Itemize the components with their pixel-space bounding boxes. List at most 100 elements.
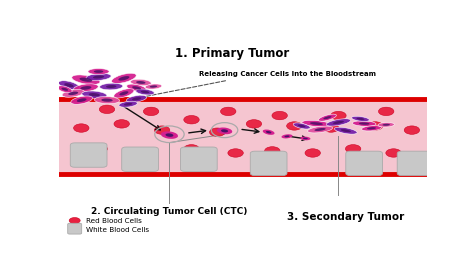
Ellipse shape <box>114 120 129 128</box>
Ellipse shape <box>89 93 100 96</box>
Ellipse shape <box>383 124 390 126</box>
Ellipse shape <box>165 133 173 137</box>
Ellipse shape <box>362 126 382 131</box>
Ellipse shape <box>310 122 323 125</box>
Ellipse shape <box>326 119 351 126</box>
Ellipse shape <box>266 131 272 133</box>
Ellipse shape <box>302 120 331 127</box>
Ellipse shape <box>184 145 199 153</box>
Ellipse shape <box>86 73 111 80</box>
Ellipse shape <box>305 149 320 157</box>
Ellipse shape <box>72 75 100 85</box>
Ellipse shape <box>143 107 159 116</box>
Ellipse shape <box>287 122 302 130</box>
Ellipse shape <box>88 69 109 75</box>
Ellipse shape <box>106 85 117 88</box>
Ellipse shape <box>136 81 146 84</box>
Ellipse shape <box>73 124 89 132</box>
FancyBboxPatch shape <box>70 143 107 167</box>
Text: White Blood Cells: White Blood Cells <box>86 227 149 233</box>
Ellipse shape <box>378 107 394 116</box>
Ellipse shape <box>293 123 310 129</box>
Ellipse shape <box>80 77 92 82</box>
Ellipse shape <box>127 84 146 92</box>
Ellipse shape <box>404 126 419 134</box>
Ellipse shape <box>228 149 243 157</box>
Ellipse shape <box>101 99 113 102</box>
Ellipse shape <box>94 70 103 73</box>
Text: 1. Primary Tumor: 1. Primary Tumor <box>175 47 289 60</box>
FancyBboxPatch shape <box>346 151 383 176</box>
Ellipse shape <box>93 75 104 79</box>
Ellipse shape <box>298 124 306 127</box>
FancyBboxPatch shape <box>122 147 158 171</box>
Text: Red Blood Cells: Red Blood Cells <box>86 218 142 224</box>
Ellipse shape <box>272 111 287 120</box>
Ellipse shape <box>136 89 155 95</box>
Ellipse shape <box>145 84 162 89</box>
Ellipse shape <box>130 79 151 86</box>
Ellipse shape <box>82 91 107 98</box>
Ellipse shape <box>217 127 232 134</box>
Bar <box>59 99 427 174</box>
Ellipse shape <box>210 128 225 136</box>
Ellipse shape <box>71 96 92 104</box>
Ellipse shape <box>114 89 134 98</box>
Ellipse shape <box>319 114 337 121</box>
Ellipse shape <box>335 127 357 134</box>
Ellipse shape <box>132 97 141 100</box>
Ellipse shape <box>80 86 91 90</box>
Ellipse shape <box>367 127 376 130</box>
Ellipse shape <box>314 128 326 131</box>
Ellipse shape <box>99 105 115 114</box>
Ellipse shape <box>118 76 129 81</box>
FancyBboxPatch shape <box>68 223 82 234</box>
Ellipse shape <box>352 116 369 122</box>
Ellipse shape <box>141 91 149 93</box>
FancyBboxPatch shape <box>397 151 434 176</box>
Ellipse shape <box>73 84 98 92</box>
Ellipse shape <box>119 101 137 107</box>
Ellipse shape <box>62 89 84 97</box>
Ellipse shape <box>127 95 146 102</box>
Ellipse shape <box>282 134 292 139</box>
Ellipse shape <box>155 126 170 134</box>
Ellipse shape <box>161 131 178 139</box>
Ellipse shape <box>331 111 346 120</box>
Ellipse shape <box>356 118 365 120</box>
Ellipse shape <box>124 103 132 106</box>
Ellipse shape <box>341 129 351 132</box>
Ellipse shape <box>333 121 344 124</box>
FancyBboxPatch shape <box>181 147 217 171</box>
Ellipse shape <box>77 98 87 102</box>
Ellipse shape <box>284 135 290 137</box>
Ellipse shape <box>64 83 74 87</box>
Ellipse shape <box>263 130 274 135</box>
Ellipse shape <box>62 88 68 91</box>
Ellipse shape <box>352 121 376 126</box>
Text: 2. Circulating Tumor Cell (CTC): 2. Circulating Tumor Cell (CTC) <box>91 207 247 216</box>
FancyBboxPatch shape <box>250 151 287 176</box>
Ellipse shape <box>68 92 78 95</box>
Ellipse shape <box>150 85 157 88</box>
Ellipse shape <box>132 86 141 90</box>
Ellipse shape <box>220 107 236 116</box>
Ellipse shape <box>308 126 333 133</box>
Ellipse shape <box>58 81 80 90</box>
Ellipse shape <box>92 145 108 153</box>
Ellipse shape <box>111 73 136 83</box>
Ellipse shape <box>301 137 310 140</box>
Text: Releasing Cancer Cells Into the Bloodstream: Releasing Cancer Cells Into the Bloodstr… <box>199 71 375 77</box>
Ellipse shape <box>346 145 361 153</box>
Ellipse shape <box>132 149 148 157</box>
Ellipse shape <box>119 91 128 95</box>
Ellipse shape <box>94 97 119 104</box>
Ellipse shape <box>323 116 331 119</box>
Ellipse shape <box>378 123 394 127</box>
Text: 3. Secondary Tumor: 3. Secondary Tumor <box>287 212 404 222</box>
Ellipse shape <box>69 218 80 224</box>
Ellipse shape <box>303 138 308 139</box>
Ellipse shape <box>221 129 228 132</box>
Ellipse shape <box>100 83 123 90</box>
Ellipse shape <box>386 149 401 157</box>
